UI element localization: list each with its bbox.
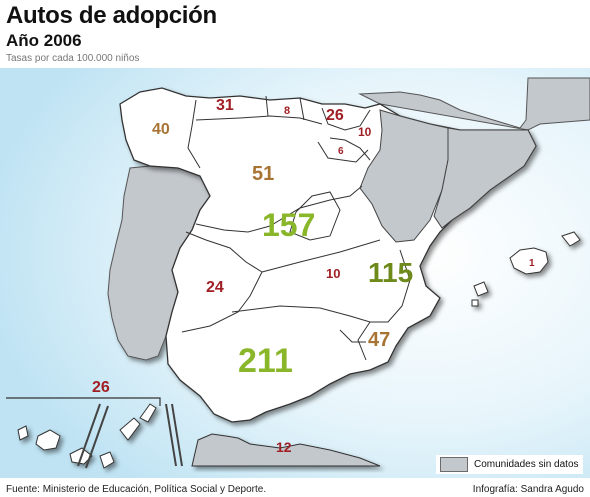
murcia-value: 47 xyxy=(368,329,390,351)
castilla-leon-value: 51 xyxy=(252,163,274,185)
no-data-label: Comunidades sin datos xyxy=(474,459,579,470)
source-footer: Fuente: Ministerio de Educación, Polític… xyxy=(6,484,267,495)
ceuta-melilla-value: 12 xyxy=(276,439,292,455)
asturias-value: 31 xyxy=(216,97,234,114)
cantabria-value: 8 xyxy=(284,105,290,117)
galicia-value: 40 xyxy=(152,121,170,138)
map-subtitle: Año 2006 xyxy=(6,31,82,50)
baleares-value: 1 xyxy=(529,258,535,269)
extremadura-value: 24 xyxy=(206,279,224,296)
aragon-area xyxy=(359,109,449,243)
cataluna-area xyxy=(433,127,537,229)
castilla-la-mancha-value: 10 xyxy=(326,266,340,281)
map-area: 40 31 8 26 10 6 51 157 24 10 115 47 211 … xyxy=(0,68,590,478)
france-area xyxy=(358,77,590,131)
pais-vasco-value: 26 xyxy=(326,107,344,124)
map-title: Autos de adopción xyxy=(6,2,217,29)
baleares-islands xyxy=(471,231,581,307)
madrid-value: 157 xyxy=(262,207,315,243)
navarra-value: 10 xyxy=(358,125,372,139)
rate-note: Tasas por cada 100.000 niños xyxy=(6,53,140,64)
credit-footer: Infografía: Sandra Agudo xyxy=(472,484,584,495)
no-data-swatch xyxy=(440,457,468,472)
la-rioja-value: 6 xyxy=(338,146,344,157)
valencia-value: 115 xyxy=(368,257,413,288)
canarias-islands xyxy=(17,403,157,469)
spain-map: 40 31 8 26 10 6 51 157 24 10 115 47 211 … xyxy=(0,68,590,478)
map-legend: Comunidades sin datos xyxy=(436,455,583,474)
andalucia-value: 211 xyxy=(238,342,293,380)
canarias-value: 26 xyxy=(92,379,110,396)
canarias-frame xyxy=(6,397,161,406)
africa-coast xyxy=(191,433,381,467)
